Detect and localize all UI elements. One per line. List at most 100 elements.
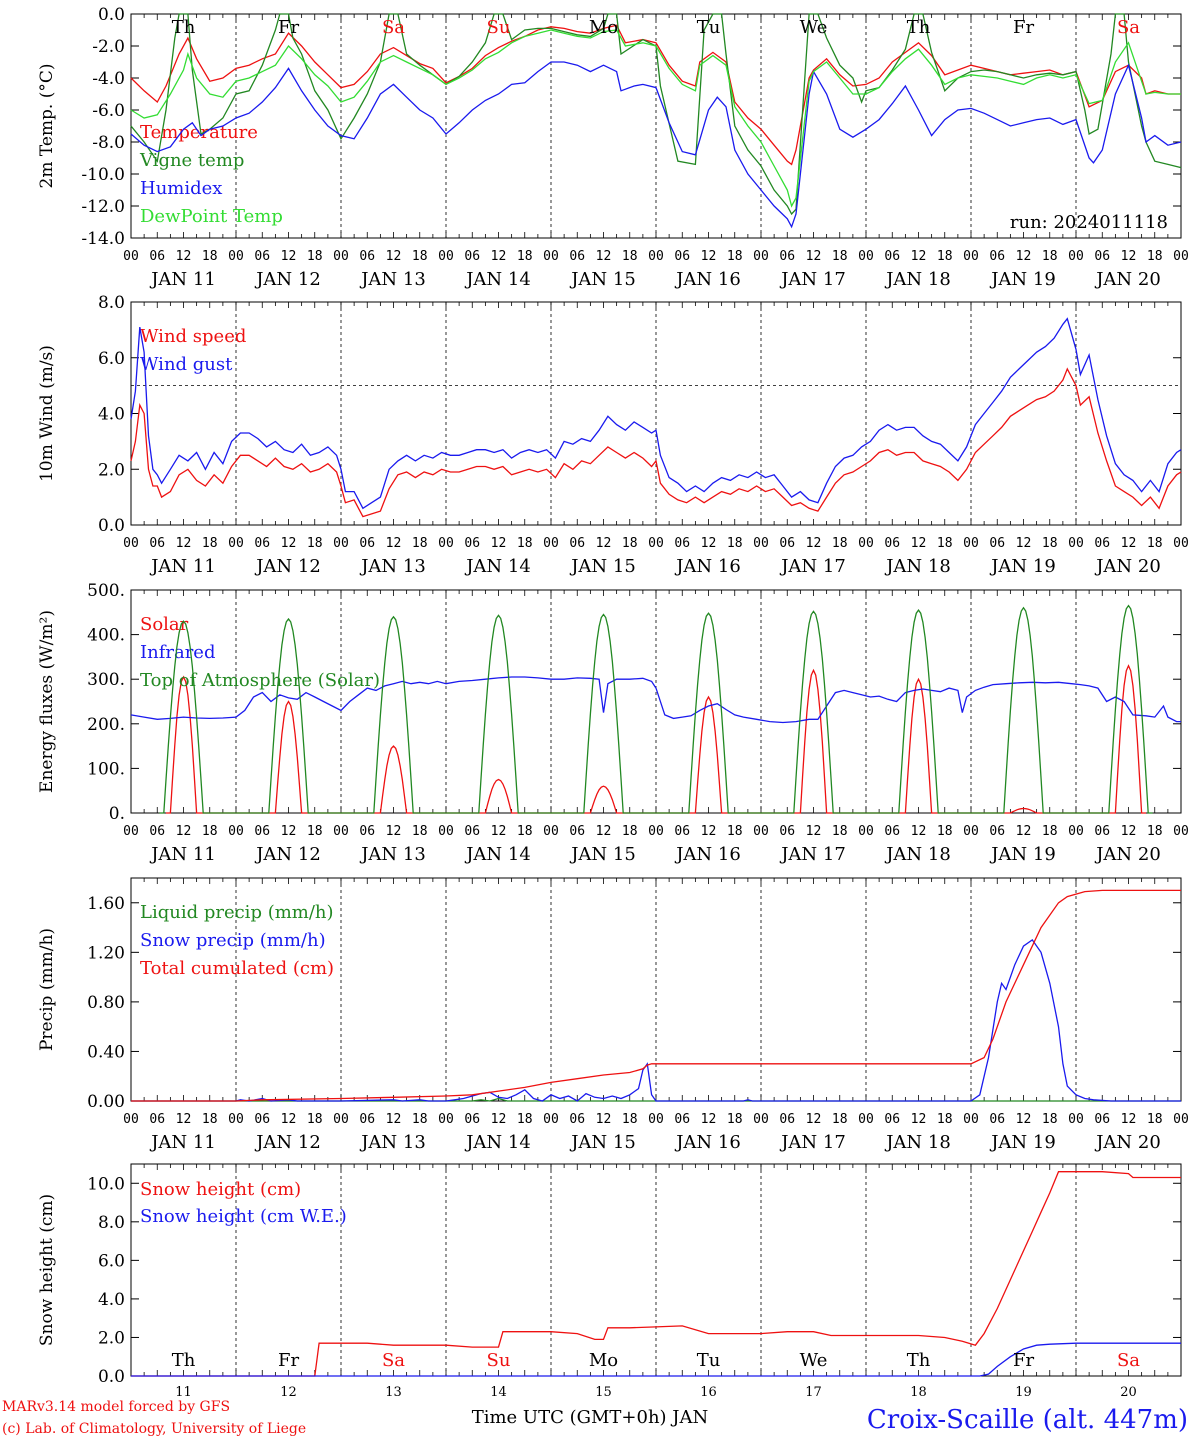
weekday-label: Tu	[697, 1350, 721, 1371]
hour-tick-label: 18	[517, 536, 533, 551]
day-label: JAN 20	[1094, 1132, 1161, 1153]
legend-entry: Wind gust	[140, 354, 233, 375]
day-label: JAN 16	[674, 1132, 741, 1153]
hour-tick-label: 00	[228, 824, 244, 839]
hour-tick-label: 12	[491, 249, 507, 264]
weekday-label: We	[800, 1350, 828, 1371]
y-tick-label: 1.20	[87, 943, 125, 963]
hour-tick-label: 06	[779, 824, 795, 839]
day-label: JAN 16	[674, 844, 741, 865]
y-tick-label: 0.40	[87, 1042, 125, 1062]
panel-5: 0.0 2.0 4.0 6.0 8.0 10.0 Snow height (cm) Snow …	[37, 1163, 1182, 1400]
hour-tick-label: 06	[884, 824, 900, 839]
hour-tick-label: 18	[1147, 1112, 1163, 1127]
hour-tick-label: 06	[884, 536, 900, 551]
weekday-label: Su	[487, 1350, 511, 1371]
day-label: JAN 20	[1094, 269, 1161, 290]
hour-tick-label: 00	[228, 249, 244, 264]
day-label: JAN 18	[884, 556, 951, 577]
hour-tick-label: 12	[596, 1112, 612, 1127]
hour-tick-label: 12	[176, 536, 192, 551]
hour-tick-label: 06	[149, 1112, 165, 1127]
day-label: JAN 18	[884, 269, 951, 290]
hour-tick-label: 18	[517, 249, 533, 264]
day-label: JAN 14	[464, 1132, 531, 1153]
day-label: JAN 13	[359, 844, 426, 865]
day-label: JAN 15	[569, 844, 636, 865]
station-name: Croix-Scaille (alt. 447m)	[867, 1405, 1188, 1435]
hour-tick-label: 12	[1016, 536, 1032, 551]
hour-tick-label: 06	[674, 1112, 690, 1127]
hour-tick-label: 06	[359, 1112, 375, 1127]
y-tick-label: -8.0	[92, 133, 125, 153]
y-tick-label: -2.0	[92, 37, 125, 57]
hour-tick-label: 18	[937, 536, 953, 551]
hour-tick-label: 06	[359, 249, 375, 264]
hour-tick-label: 12	[176, 824, 192, 839]
hour-tick-label: 18	[202, 536, 218, 551]
day-label: JAN 13	[359, 269, 426, 290]
day-number-label: 16	[700, 1385, 717, 1400]
hour-tick-label: 18	[727, 249, 743, 264]
series-line-total-cumulated-cm-	[131, 889, 1181, 1102]
hour-tick-label: 12	[281, 1112, 297, 1127]
hour-tick-label: 00	[1068, 824, 1084, 839]
hour-tick-label: 00	[333, 824, 349, 839]
hour-tick-label: 12	[596, 824, 612, 839]
hour-tick-label: 18	[622, 1112, 638, 1127]
hour-tick-label: 00	[438, 536, 454, 551]
series-line-top-of-atmosphere-solar-	[159, 604, 1153, 814]
hour-tick-label: 12	[176, 1112, 192, 1127]
weekday-label: Th	[907, 1350, 931, 1371]
weekday-label: Th	[172, 1350, 196, 1371]
hour-tick-label: 00	[963, 1112, 979, 1127]
hour-tick-label: 00	[228, 1112, 244, 1127]
hour-tick-label: 12	[281, 536, 297, 551]
hour-tick-label: 00	[963, 249, 979, 264]
day-label: JAN 18	[884, 844, 951, 865]
hour-tick-label: 00	[543, 249, 559, 264]
hour-tick-label: 00	[858, 536, 874, 551]
panel-2: 0.0 2.0 4.0 6.0 8.0 10m Wind (m/s) 00 06 12 18 JAN…	[37, 293, 1189, 577]
hour-tick-label: 18	[412, 1112, 428, 1127]
day-number-label: 14	[490, 1385, 507, 1400]
plot-frame	[130, 301, 1182, 526]
series-line-wind-speed	[130, 367, 1182, 518]
hour-tick-label: 12	[491, 1112, 507, 1127]
day-label: JAN 19	[989, 1132, 1056, 1153]
y-tick-label: 1.60	[87, 894, 125, 914]
hour-tick-label: 18	[832, 824, 848, 839]
y-tick-label: 8.0	[98, 293, 125, 313]
hour-tick-label: 12	[1121, 824, 1137, 839]
day-number-label: 17	[805, 1385, 822, 1400]
y-tick-label: 0.0	[98, 5, 125, 25]
hour-tick-label: 06	[989, 536, 1005, 551]
y-tick-label: -12.0	[81, 197, 125, 217]
day-label: JAN 11	[149, 269, 216, 290]
hour-tick-label: 12	[281, 824, 297, 839]
hour-tick-label: 06	[254, 1112, 270, 1127]
weekday-label: Th	[907, 17, 931, 38]
y-tick-label: 300.	[87, 670, 125, 690]
hour-tick-label: 12	[806, 536, 822, 551]
series-line-snow-height-cm-w-e-	[131, 1342, 1181, 1377]
hour-tick-label: 00	[858, 824, 874, 839]
hour-tick-label: 00	[1173, 249, 1189, 264]
hour-tick-label: 06	[779, 1112, 795, 1127]
legend-entry: Snow height (cm)	[140, 1179, 301, 1200]
hour-tick-label: 00	[1173, 1112, 1189, 1127]
day-label: JAN 13	[359, 556, 426, 577]
day-number-label: 12	[280, 1385, 297, 1400]
hour-tick-label: 18	[727, 824, 743, 839]
hour-tick-label: 12	[1121, 536, 1137, 551]
hour-tick-label: 18	[412, 249, 428, 264]
hour-tick-label: 12	[911, 249, 927, 264]
y-tick-label: 200.	[87, 715, 125, 735]
hour-tick-label: 00	[1068, 536, 1084, 551]
hour-tick-label: 06	[989, 1112, 1005, 1127]
hour-tick-label: 06	[1094, 536, 1110, 551]
y-tick-label: 2.0	[98, 460, 125, 480]
day-label: JAN 16	[674, 269, 741, 290]
